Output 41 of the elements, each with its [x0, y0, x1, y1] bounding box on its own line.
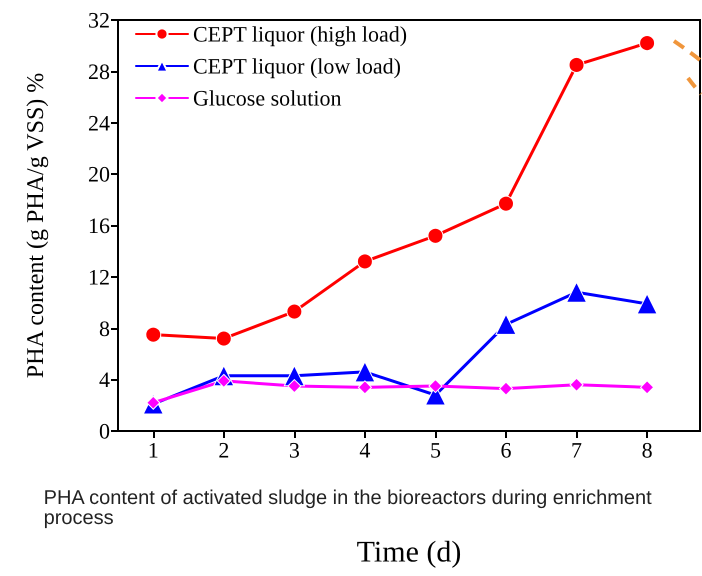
- text: PHA content of activated sludge in the bioreactors during enrichment process: [44, 487, 658, 529]
- point: [216, 330, 232, 347]
- x-tick-label: 2: [218, 438, 230, 462]
- point: [639, 35, 656, 52]
- y-axis-title: PHA content (g PHA/g VSS) %: [23, 72, 49, 378]
- x-tick-label: 1: [148, 438, 159, 462]
- x-tick-label: 4: [359, 438, 370, 462]
- point: [636, 293, 658, 314]
- point: [356, 253, 373, 270]
- point: [568, 56, 585, 73]
- point: [428, 379, 442, 394]
- x-tick-label: 5: [430, 438, 441, 462]
- legend-label: CEPT liquor (high load): [193, 22, 408, 46]
- x-tick-label: 3: [288, 438, 300, 462]
- point: [570, 378, 584, 392]
- point: [427, 228, 444, 244]
- point: [499, 382, 513, 396]
- x-tick-label: 7: [571, 438, 582, 462]
- point: [566, 282, 588, 303]
- point: [358, 380, 372, 394]
- point: [498, 196, 514, 212]
- y-tick-label: 32: [88, 8, 110, 32]
- y-tick-label: 0: [99, 418, 110, 444]
- point: [640, 380, 654, 394]
- point: [286, 304, 302, 320]
- y-tick-label: 28: [88, 58, 110, 84]
- y-tick-label: 8: [99, 316, 110, 341]
- y-tick-label: 16: [88, 213, 110, 238]
- legend-label: Glucose solution: [193, 86, 342, 110]
- point: [145, 326, 162, 343]
- x-tick-label: 8: [642, 438, 653, 462]
- point: [354, 361, 376, 382]
- y-tick-label: 4: [99, 367, 110, 392]
- y-tick-label: 20: [88, 162, 110, 187]
- y-tick-label: 24: [88, 110, 110, 136]
- x-tick-label: 6: [500, 438, 512, 462]
- x-axis-title: Time (d): [356, 536, 462, 568]
- legend-label: CEPT liquor (low load): [193, 54, 401, 78]
- y-tick-label: 12: [88, 264, 110, 290]
- point: [287, 379, 302, 394]
- point: [496, 314, 516, 335]
